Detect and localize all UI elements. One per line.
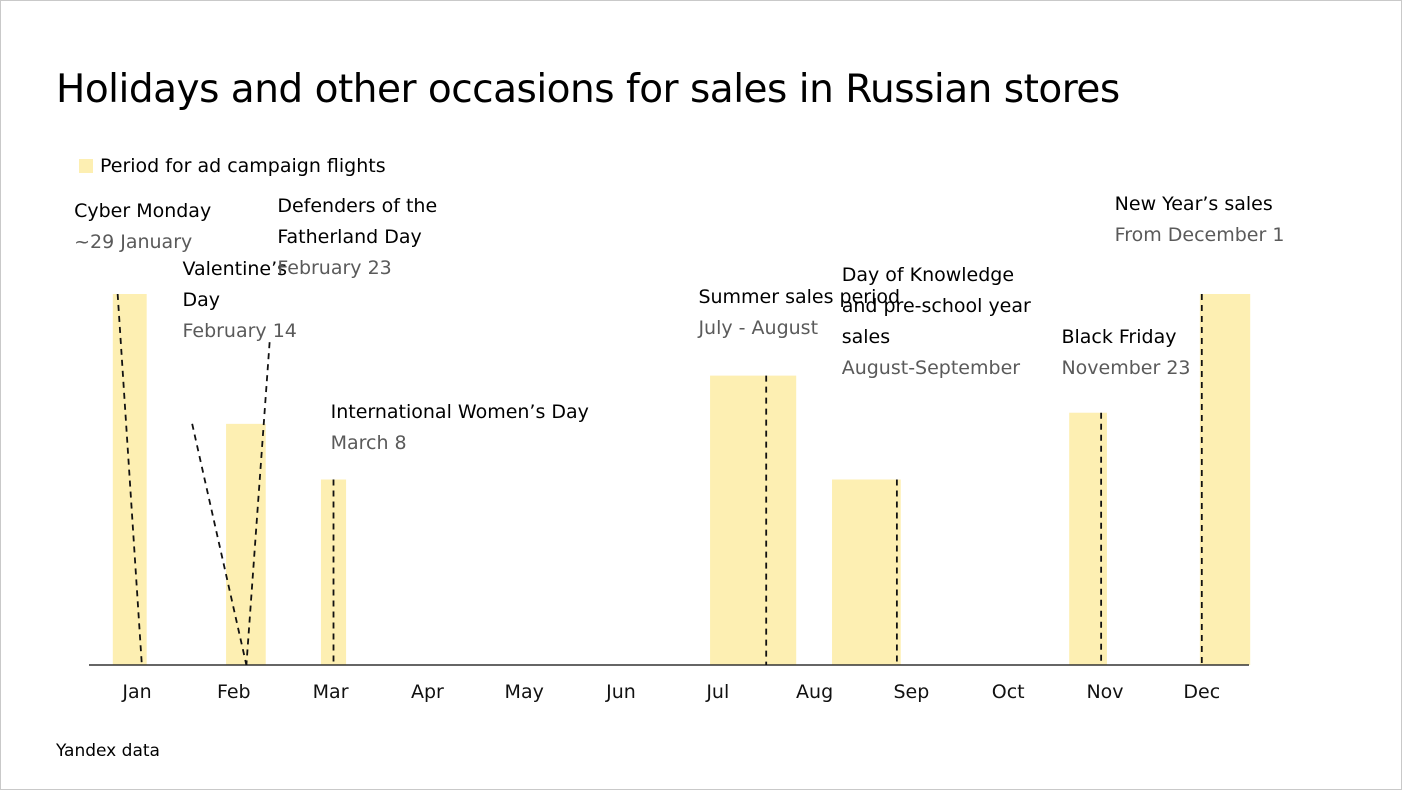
event-name: and pre-school year bbox=[841, 295, 1031, 318]
event-label: Black Friday November 23 bbox=[1061, 322, 1190, 384]
period-bar-summer-sales bbox=[710, 375, 797, 665]
event-name: Valentine’s bbox=[182, 258, 288, 281]
month-label-jul: Jul bbox=[705, 681, 729, 703]
legend: Period for ad campaign flights bbox=[79, 155, 386, 177]
month-label-jan: Jan bbox=[121, 681, 151, 703]
period-bar-new-years-sales bbox=[1199, 294, 1251, 665]
month-label-sep: Sep bbox=[893, 681, 929, 703]
month-label-feb: Feb bbox=[217, 681, 251, 703]
period-bar-feb-holidays bbox=[226, 423, 266, 665]
event-name: Defenders of the bbox=[277, 195, 438, 218]
event-marker-0 bbox=[116, 293, 143, 666]
event-name: New Year’s sales bbox=[1114, 192, 1273, 215]
event-date: February 14 bbox=[182, 320, 297, 343]
month-label-mar: Mar bbox=[313, 681, 349, 703]
month-label-dec: Dec bbox=[1183, 681, 1220, 703]
event-label: Summer sales period July - August bbox=[698, 282, 900, 344]
period-bar-cyber-monday bbox=[112, 294, 147, 665]
legend-swatch bbox=[79, 159, 93, 173]
period-bar-day-of-knowledge bbox=[832, 479, 901, 665]
month-label-apr: Apr bbox=[411, 681, 444, 703]
month-label-aug: Aug bbox=[796, 681, 833, 703]
event-date: From December 1 bbox=[1114, 223, 1285, 246]
month-label-jun: Jun bbox=[605, 681, 636, 703]
month-label-may: May bbox=[505, 681, 544, 703]
chart-title: Holidays and other occasions for sales i… bbox=[56, 67, 1120, 113]
event-label: International Women’s Day March 8 bbox=[331, 397, 589, 459]
event-marker-2 bbox=[245, 342, 271, 666]
month-label-nov: Nov bbox=[1086, 681, 1123, 703]
event-date: July - August bbox=[698, 316, 819, 339]
event-name: Day of Knowledge bbox=[841, 264, 1015, 287]
legend-label: Period for ad campaign flights bbox=[100, 155, 386, 177]
event-name: Summer sales period bbox=[698, 285, 901, 308]
event-name: International Women’s Day bbox=[330, 400, 589, 423]
event-label: New Year’s sales From December 1 bbox=[1115, 189, 1285, 251]
event-label: Day of Knowledge and pre-school year sales… bbox=[842, 260, 1031, 384]
source-note: Yandex data bbox=[56, 741, 160, 761]
event-label: Valentine’s Day February 14 bbox=[182, 254, 296, 347]
event-label: Cyber Monday ~29 January bbox=[74, 196, 211, 258]
event-marker-1 bbox=[191, 423, 248, 666]
event-name: sales bbox=[841, 326, 891, 349]
event-date: November 23 bbox=[1061, 357, 1191, 380]
event-name: Cyber Monday bbox=[74, 200, 212, 223]
event-date: February 23 bbox=[277, 257, 392, 280]
month-label-oct: Oct bbox=[992, 681, 1025, 703]
event-name: Fatherland Day bbox=[277, 226, 422, 249]
event-label: Defenders of the Fatherland Day February 2… bbox=[277, 191, 437, 284]
event-name: Black Friday bbox=[1061, 326, 1177, 349]
event-name: Day bbox=[182, 289, 221, 312]
event-date: ~29 January bbox=[74, 231, 193, 254]
event-date: March 8 bbox=[330, 431, 407, 454]
event-date: August-September bbox=[841, 357, 1021, 380]
